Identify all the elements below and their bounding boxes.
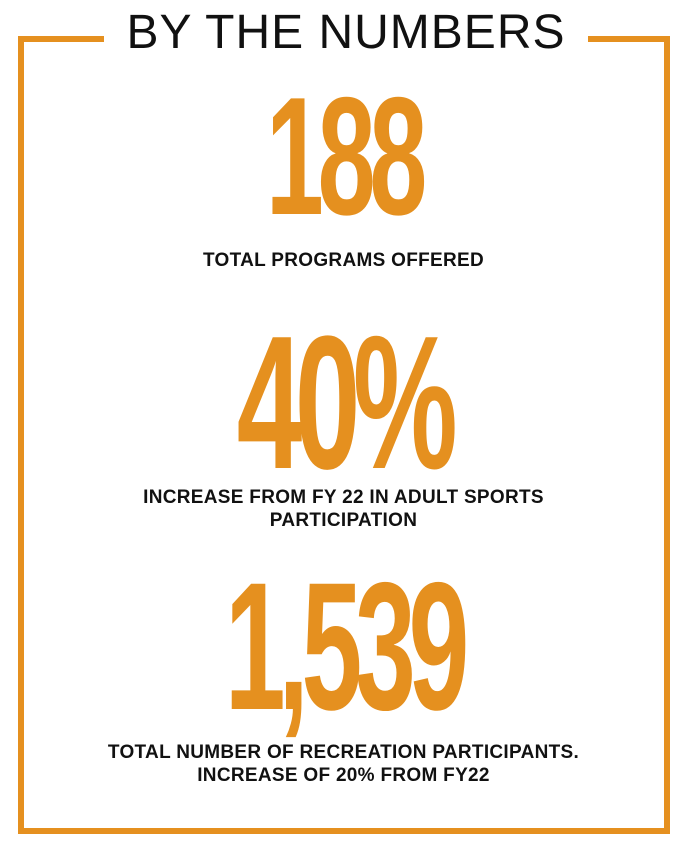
stat-adult-sports-increase-caption: INCREASE FROM FY 22 IN ADULT SPORTS PART… xyxy=(60,486,627,532)
caption-line: TOTAL PROGRAMS OFFERED xyxy=(202,250,485,271)
caption-line: INCREASE FROM FY 22 IN ADULT SPORTS xyxy=(143,487,544,508)
caption-line: PARTICIPATION xyxy=(269,510,418,531)
stat-recreation-participants-value: 1,539 xyxy=(224,544,469,748)
caption-line: TOTAL NUMBER OF RECREATION PARTICIPANTS. xyxy=(107,742,580,763)
stat-adult-sports-increase-value: 40% xyxy=(236,297,458,509)
stat-recreation-participants-caption: TOTAL NUMBER OF RECREATION PARTICIPANTS.… xyxy=(40,741,647,787)
page-title: BY THE NUMBERS xyxy=(104,0,588,66)
stat-total-programs-caption: TOTAL PROGRAMS OFFERED xyxy=(60,249,627,272)
caption-line: INCREASE OF 20% FROM FY22 xyxy=(197,765,490,786)
stat-total-programs-value: 188 xyxy=(265,62,427,250)
